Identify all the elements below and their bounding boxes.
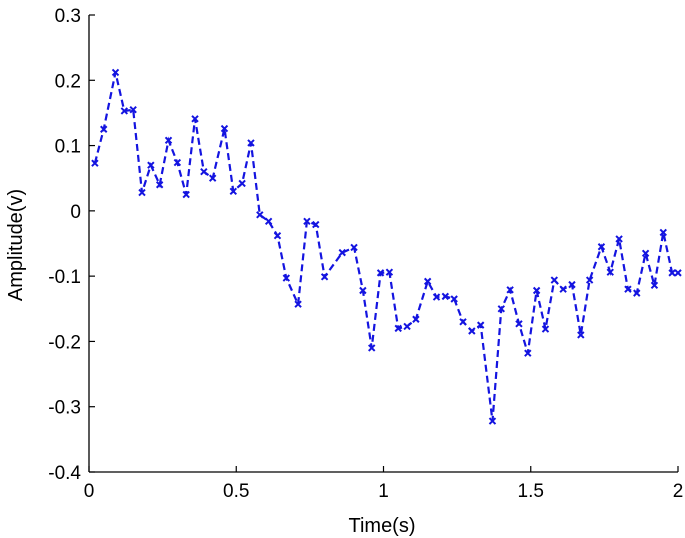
data-point-marker: [129, 105, 137, 114]
y-tick-label: 0.1: [55, 137, 81, 158]
data-point-marker: [173, 158, 182, 167]
data-point-marker: [659, 228, 667, 237]
data-point-marker: [568, 280, 576, 289]
data-point-marker: [191, 115, 199, 123]
data-point-marker: [264, 217, 273, 226]
data-point-marker: [488, 417, 497, 425]
data-point-marker: [338, 248, 346, 257]
data-point-marker: [633, 289, 641, 297]
data-point-marker: [559, 285, 567, 293]
data-point-marker: [200, 167, 208, 176]
data-point-marker: [100, 125, 108, 133]
data-point-marker: [403, 322, 411, 331]
data-point-marker: [441, 292, 450, 301]
data-point-marker: [155, 181, 164, 189]
data-point-marker: [606, 268, 614, 276]
data-point-marker: [256, 211, 264, 219]
data-point-marker: [541, 325, 550, 333]
data-point-marker: [120, 107, 129, 115]
data-point-marker: [247, 139, 255, 147]
y-tick-label: 0.3: [55, 6, 81, 27]
data-point-marker: [320, 273, 329, 281]
data-point-marker: [147, 161, 155, 169]
data-point-marker: [524, 349, 532, 357]
data-point-marker: [394, 324, 402, 333]
y-tick-label: -0.2: [48, 332, 81, 353]
data-point-marker: [294, 300, 302, 308]
data-point-marker: [350, 243, 358, 252]
data-point-marker: [674, 269, 682, 277]
data-point-marker: [303, 217, 311, 226]
data-point-marker: [220, 124, 229, 133]
data-point-marker: [506, 286, 514, 294]
data-point-marker: [532, 286, 541, 295]
data-point-marker: [182, 190, 190, 199]
data-point-marker: [423, 277, 432, 286]
x-tick-label: 0: [84, 481, 95, 502]
y-axis-title: Amplitude(v): [5, 189, 27, 301]
y-tick-label: 0.2: [55, 71, 81, 92]
data-point-marker: [497, 305, 506, 313]
data-point-marker: [359, 286, 367, 295]
x-tick-label: 1: [378, 481, 389, 502]
data-point-marker: [368, 344, 376, 352]
data-point-marker: [476, 321, 485, 329]
data-point-marker: [577, 331, 585, 339]
data-point-marker: [111, 68, 120, 77]
y-tick-label: -0.1: [48, 267, 81, 288]
data-point-marker: [164, 136, 173, 145]
data-point-marker: [229, 187, 238, 195]
data-point-marker: [208, 174, 217, 182]
data-point-marker: [597, 243, 606, 251]
data-point-marker: [468, 327, 476, 335]
y-tick-label: -0.4: [48, 463, 81, 484]
data-point-marker: [432, 293, 441, 301]
data-series: [91, 68, 682, 425]
data-point-marker: [385, 268, 394, 276]
data-point-marker: [641, 249, 650, 258]
x-tick-label: 2: [673, 481, 684, 502]
data-point-marker: [412, 315, 420, 323]
data-point-marker: [450, 295, 458, 303]
y-tick-label: -0.3: [48, 398, 81, 419]
data-point-marker: [91, 159, 99, 167]
data-point-marker: [585, 276, 594, 284]
y-tick-label: 0: [70, 202, 81, 223]
data-point-marker: [238, 179, 246, 188]
data-point-marker: [624, 285, 632, 293]
data-point-marker: [138, 188, 146, 197]
data-point-marker: [550, 276, 559, 284]
data-point-marker: [650, 281, 659, 289]
data-point-marker: [273, 231, 282, 240]
data-point-marker: [515, 320, 523, 328]
data-point-marker: [282, 274, 291, 282]
data-point-marker: [459, 318, 467, 326]
axes: [88, 15, 678, 473]
data-point-marker: [615, 235, 623, 243]
x-axis-title: Time(s): [348, 515, 415, 537]
x-tick-label: 1.5: [518, 481, 544, 502]
data-point-marker: [668, 269, 676, 277]
series-line: [93, 72, 678, 422]
x-tick-label: 0.5: [223, 481, 249, 502]
data-point-marker: [312, 220, 320, 229]
ticks: 0 0.5 1 1.5 2 -0.4 -0.3 -0.2 -0.1 0 0.1 0.2 0.3: [48, 6, 683, 502]
data-point-marker: [376, 269, 385, 277]
